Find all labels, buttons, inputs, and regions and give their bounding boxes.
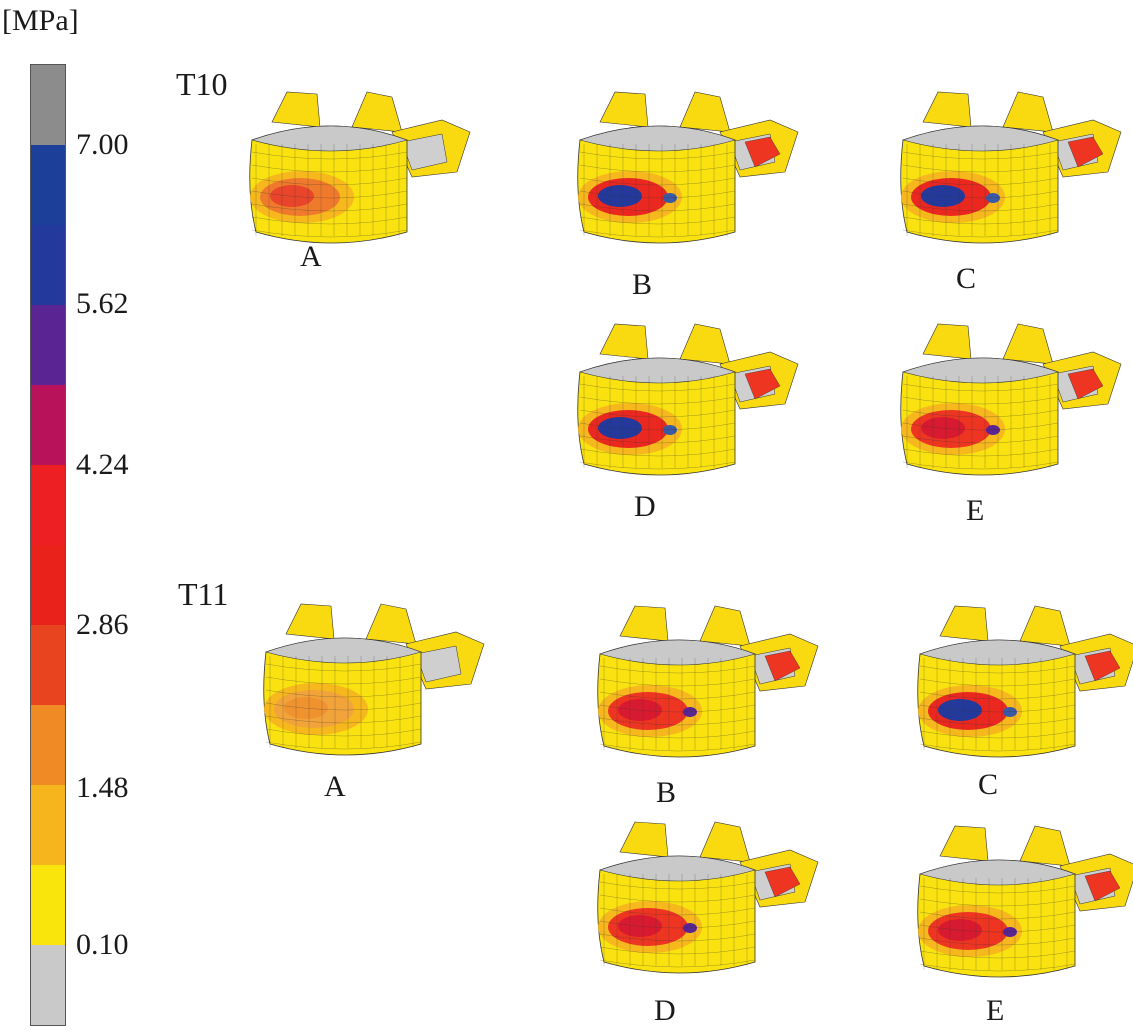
vertebra-fe-plot <box>917 605 1133 758</box>
colorbar-band <box>31 384 65 466</box>
panel-label-t10-b: B <box>632 268 653 301</box>
panel-label-t11-c: C <box>978 768 999 801</box>
vertebra-t10-e <box>893 314 1123 484</box>
vertebra-fe-plot <box>917 825 1133 978</box>
vertebra-fe-plot <box>900 323 1122 476</box>
colorbar-band <box>31 625 65 706</box>
vertebra-t10-a <box>242 82 472 252</box>
vertebra-t11-d <box>590 812 820 982</box>
row-label-t10: T10 <box>176 66 228 102</box>
panel-label-t10-c: C <box>956 262 977 295</box>
row-label-t11: T11 <box>178 576 229 612</box>
colorbar-band <box>31 65 65 146</box>
vertebra-t11-c <box>910 596 1133 766</box>
colorbar-band <box>31 704 65 786</box>
colorbar-unit-label: [MPa] <box>2 4 79 37</box>
colorbar-tick-1.48: 1.48 <box>76 771 129 804</box>
panel-label-t11-d: D <box>654 994 676 1027</box>
panel-label-t11-e: E <box>986 994 1005 1027</box>
vertebra-fe-plot <box>597 605 819 758</box>
vertebra-t10-c <box>893 82 1123 252</box>
vertebra-fe-plot <box>597 821 819 974</box>
vertebra-t10-d <box>570 314 800 484</box>
vertebra-t11-a <box>256 594 486 764</box>
vertebra-fe-plot <box>249 91 471 244</box>
vertebra-t10-b <box>570 82 800 252</box>
panel-label-t10-d: D <box>634 490 656 523</box>
colorbar-tick-0.10: 0.10 <box>76 928 129 961</box>
colorbar-band <box>31 144 65 226</box>
panel-label-t11-a: A <box>324 770 346 803</box>
colorbar-band <box>31 224 65 306</box>
colorbar-band <box>31 945 65 1026</box>
colorbar-tick-2.86: 2.86 <box>76 608 129 641</box>
colorbar-band <box>31 465 65 546</box>
vertebra-t11-e <box>910 816 1133 986</box>
colorbar-tick-4.24: 4.24 <box>76 448 129 481</box>
vertebra-fe-plot <box>577 323 799 476</box>
colorbar-band <box>31 305 65 386</box>
colorbar-band <box>31 545 65 626</box>
panel-label-t10-a: A <box>300 240 322 273</box>
colorbar-tick-7.00: 7.00 <box>76 128 129 161</box>
vertebra-fe-plot <box>577 91 799 244</box>
vertebra-fe-plot <box>900 91 1122 244</box>
colorbar-tick-5.62: 5.62 <box>76 287 129 320</box>
panel-label-t10-e: E <box>966 494 985 527</box>
vertebra-t11-b <box>590 596 820 766</box>
colorbar-band <box>31 865 65 946</box>
panel-label-t11-b: B <box>656 776 677 809</box>
colorbar-band <box>31 785 65 866</box>
vertebra-fe-plot <box>263 603 485 756</box>
stress-colorbar <box>30 64 66 1026</box>
